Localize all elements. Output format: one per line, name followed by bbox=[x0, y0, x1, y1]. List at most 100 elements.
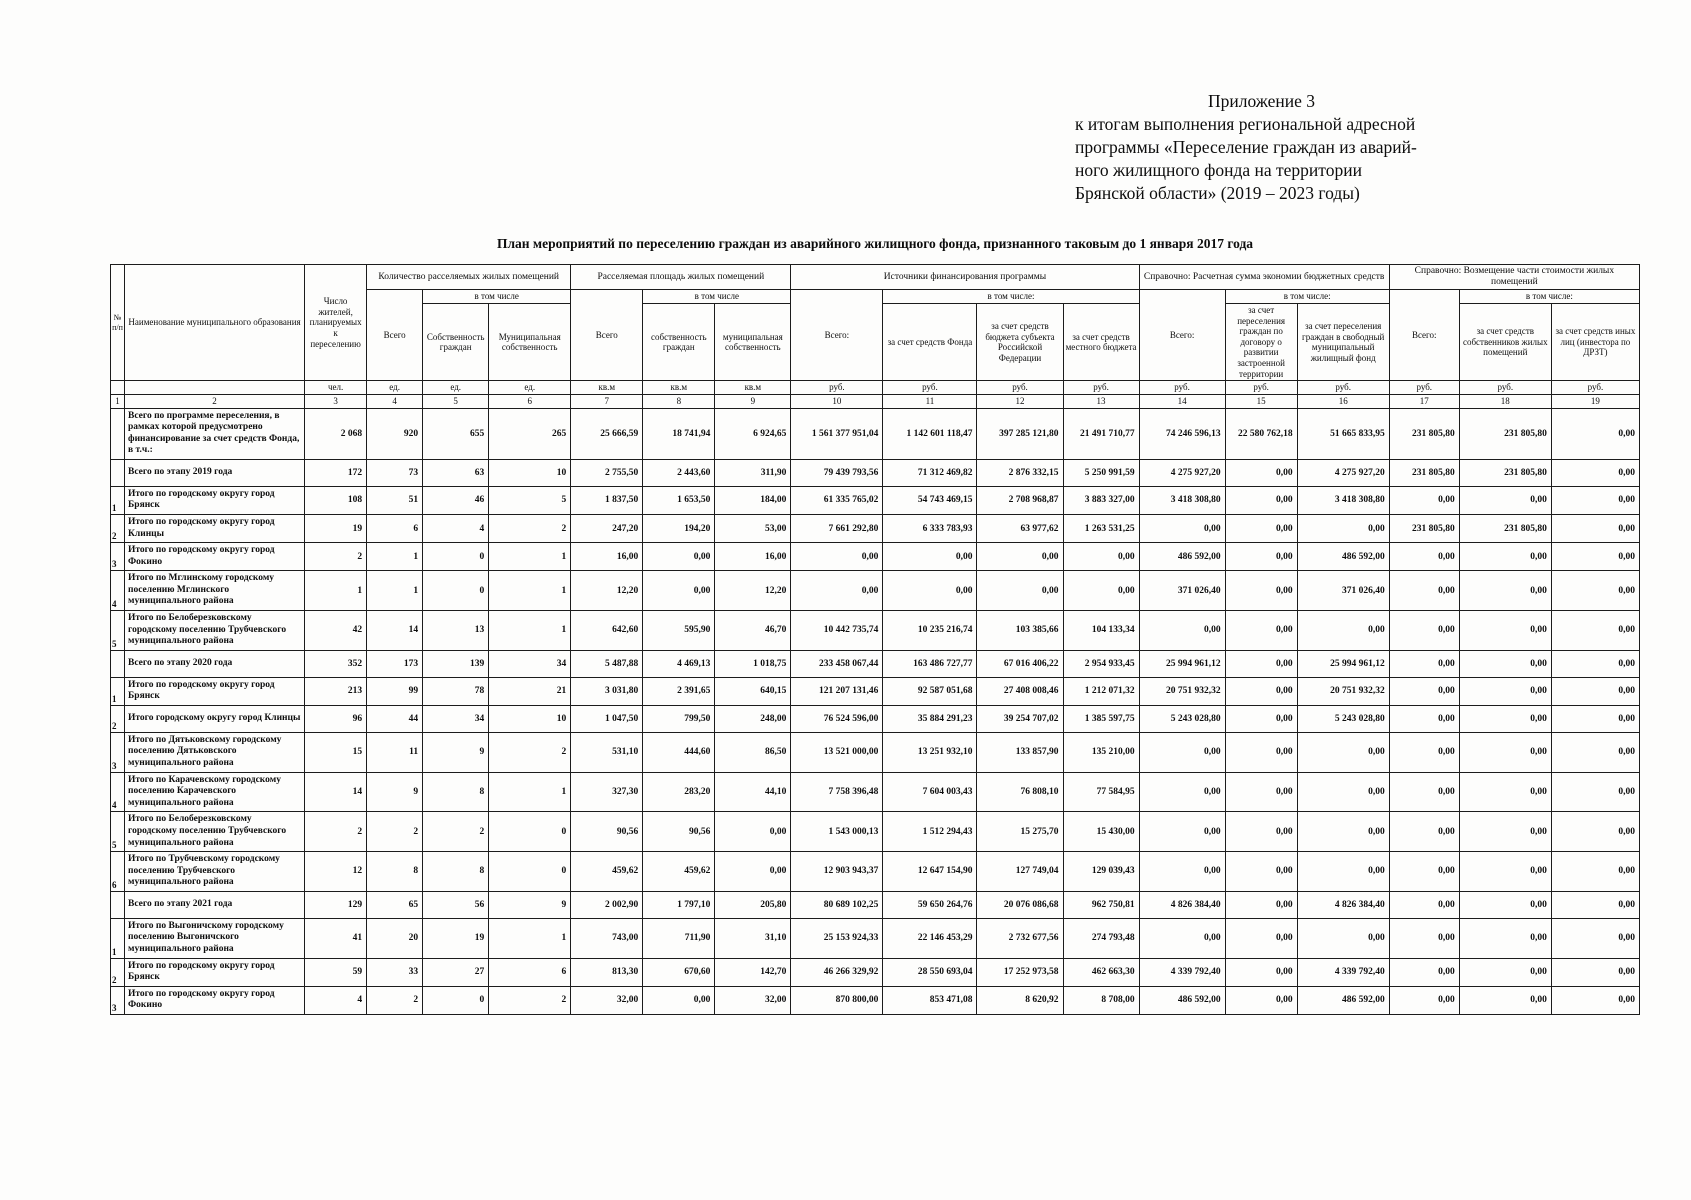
row-number: 3 bbox=[110, 542, 125, 572]
leaf-header-citizens-ownership: Собственность граждан bbox=[422, 303, 490, 382]
row-number: 3 bbox=[110, 731, 125, 773]
table-row: 6 Итого по Трубчевскому городскому поселе… bbox=[110, 851, 1641, 892]
row-value: 0,00 bbox=[1388, 771, 1460, 813]
row-value: 247,20 bbox=[570, 513, 644, 544]
row-value: 0,00 bbox=[1296, 811, 1390, 853]
row-value: 0,00 bbox=[1224, 771, 1298, 813]
row-value: 4 339 792,40 bbox=[1138, 957, 1226, 987]
row-value: 12,20 bbox=[714, 570, 792, 612]
row-value: 172 bbox=[304, 458, 368, 487]
table-row: 3 Итого по городскому округу город Фокино… bbox=[110, 542, 1641, 572]
row-value: 0,00 bbox=[642, 570, 716, 612]
column-number-cell: 4 bbox=[366, 393, 424, 409]
leaf-header-owners-funds: за счет средств собственников жилых поме… bbox=[1458, 303, 1552, 382]
row-value: 0,00 bbox=[1388, 890, 1460, 919]
col-header-num: № п/п bbox=[110, 263, 125, 382]
header-leaf-row: Собственность граждан Муниципальная собс… bbox=[111, 303, 1641, 382]
row-value: 0,00 bbox=[1550, 917, 1641, 959]
row-value: 104 133,34 bbox=[1062, 610, 1140, 651]
row-value: 459,62 bbox=[642, 851, 716, 892]
row-value: 2 bbox=[366, 811, 424, 853]
row-value: 0,00 bbox=[1224, 890, 1298, 919]
row-value: 2 391,65 bbox=[642, 676, 716, 706]
unit-cell: руб. bbox=[1062, 380, 1140, 395]
row-value: 265 bbox=[488, 407, 572, 460]
row-value: 9 bbox=[422, 731, 490, 773]
table-row: Всего по этапу 2020 года 352 173 139 34 5 487… bbox=[110, 649, 1641, 678]
row-value: 0,00 bbox=[1224, 485, 1298, 515]
row-value: 0,00 bbox=[1458, 542, 1552, 572]
subheader-including-reimbursement: в том числе: bbox=[1458, 289, 1641, 305]
row-value: 0,00 bbox=[1550, 811, 1641, 853]
column-number-cell: 5 bbox=[422, 393, 490, 409]
row-value: 0,00 bbox=[1138, 811, 1226, 853]
row-value: 531,10 bbox=[570, 731, 644, 773]
unit-cell: руб. bbox=[1458, 380, 1552, 395]
column-number-cell: 11 bbox=[882, 393, 978, 409]
row-name: Итого по Карачевскому городскому поселен… bbox=[123, 771, 306, 813]
row-number: 4 bbox=[110, 570, 125, 612]
row-value: 205,80 bbox=[714, 890, 792, 919]
row-value: 0,00 bbox=[790, 570, 884, 612]
row-number: 6 bbox=[110, 851, 125, 892]
row-value: 76 808,10 bbox=[976, 771, 1064, 813]
unit-cell: руб. bbox=[790, 380, 884, 395]
row-value: 2 bbox=[366, 985, 424, 1015]
row-number bbox=[110, 890, 125, 919]
table-header: № п/п Наименование муниципального образо… bbox=[110, 263, 1641, 409]
row-value: 15 bbox=[304, 731, 368, 773]
row-value: 80 689 102,25 bbox=[790, 890, 884, 919]
row-value: 311,90 bbox=[714, 458, 792, 487]
column-number-cell: 3 bbox=[304, 393, 368, 409]
leaf-header-municipal-ownership: Муниципальная собственность bbox=[488, 303, 572, 382]
row-value: 0,00 bbox=[1224, 513, 1298, 544]
table-title: План мероприятий по переселению граждан … bbox=[496, 236, 1254, 251]
row-value: 0,00 bbox=[1458, 704, 1552, 733]
row-number: 5 bbox=[110, 811, 125, 853]
row-value: 25 153 924,33 bbox=[790, 917, 884, 959]
row-value: 1 bbox=[488, 570, 572, 612]
row-value: 0,00 bbox=[1388, 485, 1460, 515]
table-row: 4 Итого по Мглинскому городскому поселени… bbox=[110, 570, 1641, 612]
row-value: 2 732 677,56 bbox=[976, 917, 1064, 959]
header-subgroup-row: Всего в том числе Всего в том числе Всег… bbox=[111, 289, 1641, 382]
row-value: 42 bbox=[304, 610, 368, 651]
row-value: 10 235 216,74 bbox=[882, 610, 978, 651]
appendix-line: к итогам выполнения региональной адресно… bbox=[1075, 114, 1416, 135]
row-number: 2 bbox=[110, 957, 125, 987]
row-value: 0,00 bbox=[1550, 610, 1641, 651]
row-value: 7 661 292,80 bbox=[790, 513, 884, 544]
row-value: 962 750,81 bbox=[1062, 890, 1140, 919]
row-value: 870 800,00 bbox=[790, 985, 884, 1015]
row-value: 0,00 bbox=[1224, 458, 1298, 487]
row-value: 2 708 968,87 bbox=[976, 485, 1064, 515]
row-name: Итого по Мглинскому городскому поселению… bbox=[123, 570, 306, 612]
row-value: 46 266 329,92 bbox=[790, 957, 884, 987]
row-value: 0,00 bbox=[1550, 985, 1641, 1015]
row-value: 34 bbox=[422, 704, 490, 733]
row-number: 2 bbox=[110, 704, 125, 733]
row-value: 1 bbox=[304, 570, 368, 612]
row-value: 2 755,50 bbox=[570, 458, 644, 487]
row-value: 0,00 bbox=[1388, 957, 1460, 987]
unit-cell bbox=[110, 380, 125, 395]
table-row: 4 Итого по Карачевскому городскому поселе… bbox=[110, 771, 1641, 813]
row-value: 4 826 384,40 bbox=[1138, 890, 1226, 919]
row-value: 0,00 bbox=[1458, 917, 1552, 959]
table-row: Всего по программе переселения, в рамках… bbox=[110, 407, 1641, 460]
group-header-premises: Количество расселяемых жилых помещений bbox=[366, 263, 572, 291]
row-value: 77 584,95 bbox=[1062, 771, 1140, 813]
unit-cell: ед. bbox=[366, 380, 424, 395]
row-value: 0,00 bbox=[1224, 985, 1298, 1015]
row-value: 459,62 bbox=[570, 851, 644, 892]
unit-cell: кв.м bbox=[642, 380, 716, 395]
row-value: 27 bbox=[422, 957, 490, 987]
row-value: 163 486 727,77 bbox=[882, 649, 978, 678]
unit-cell: руб. bbox=[1138, 380, 1226, 395]
row-value: 0,00 bbox=[1138, 771, 1226, 813]
row-value: 0,00 bbox=[1388, 649, 1460, 678]
row-value: 0,00 bbox=[1550, 649, 1641, 678]
row-value: 853 471,08 bbox=[882, 985, 978, 1015]
row-value: 173 bbox=[366, 649, 424, 678]
row-value: 78 bbox=[422, 676, 490, 706]
